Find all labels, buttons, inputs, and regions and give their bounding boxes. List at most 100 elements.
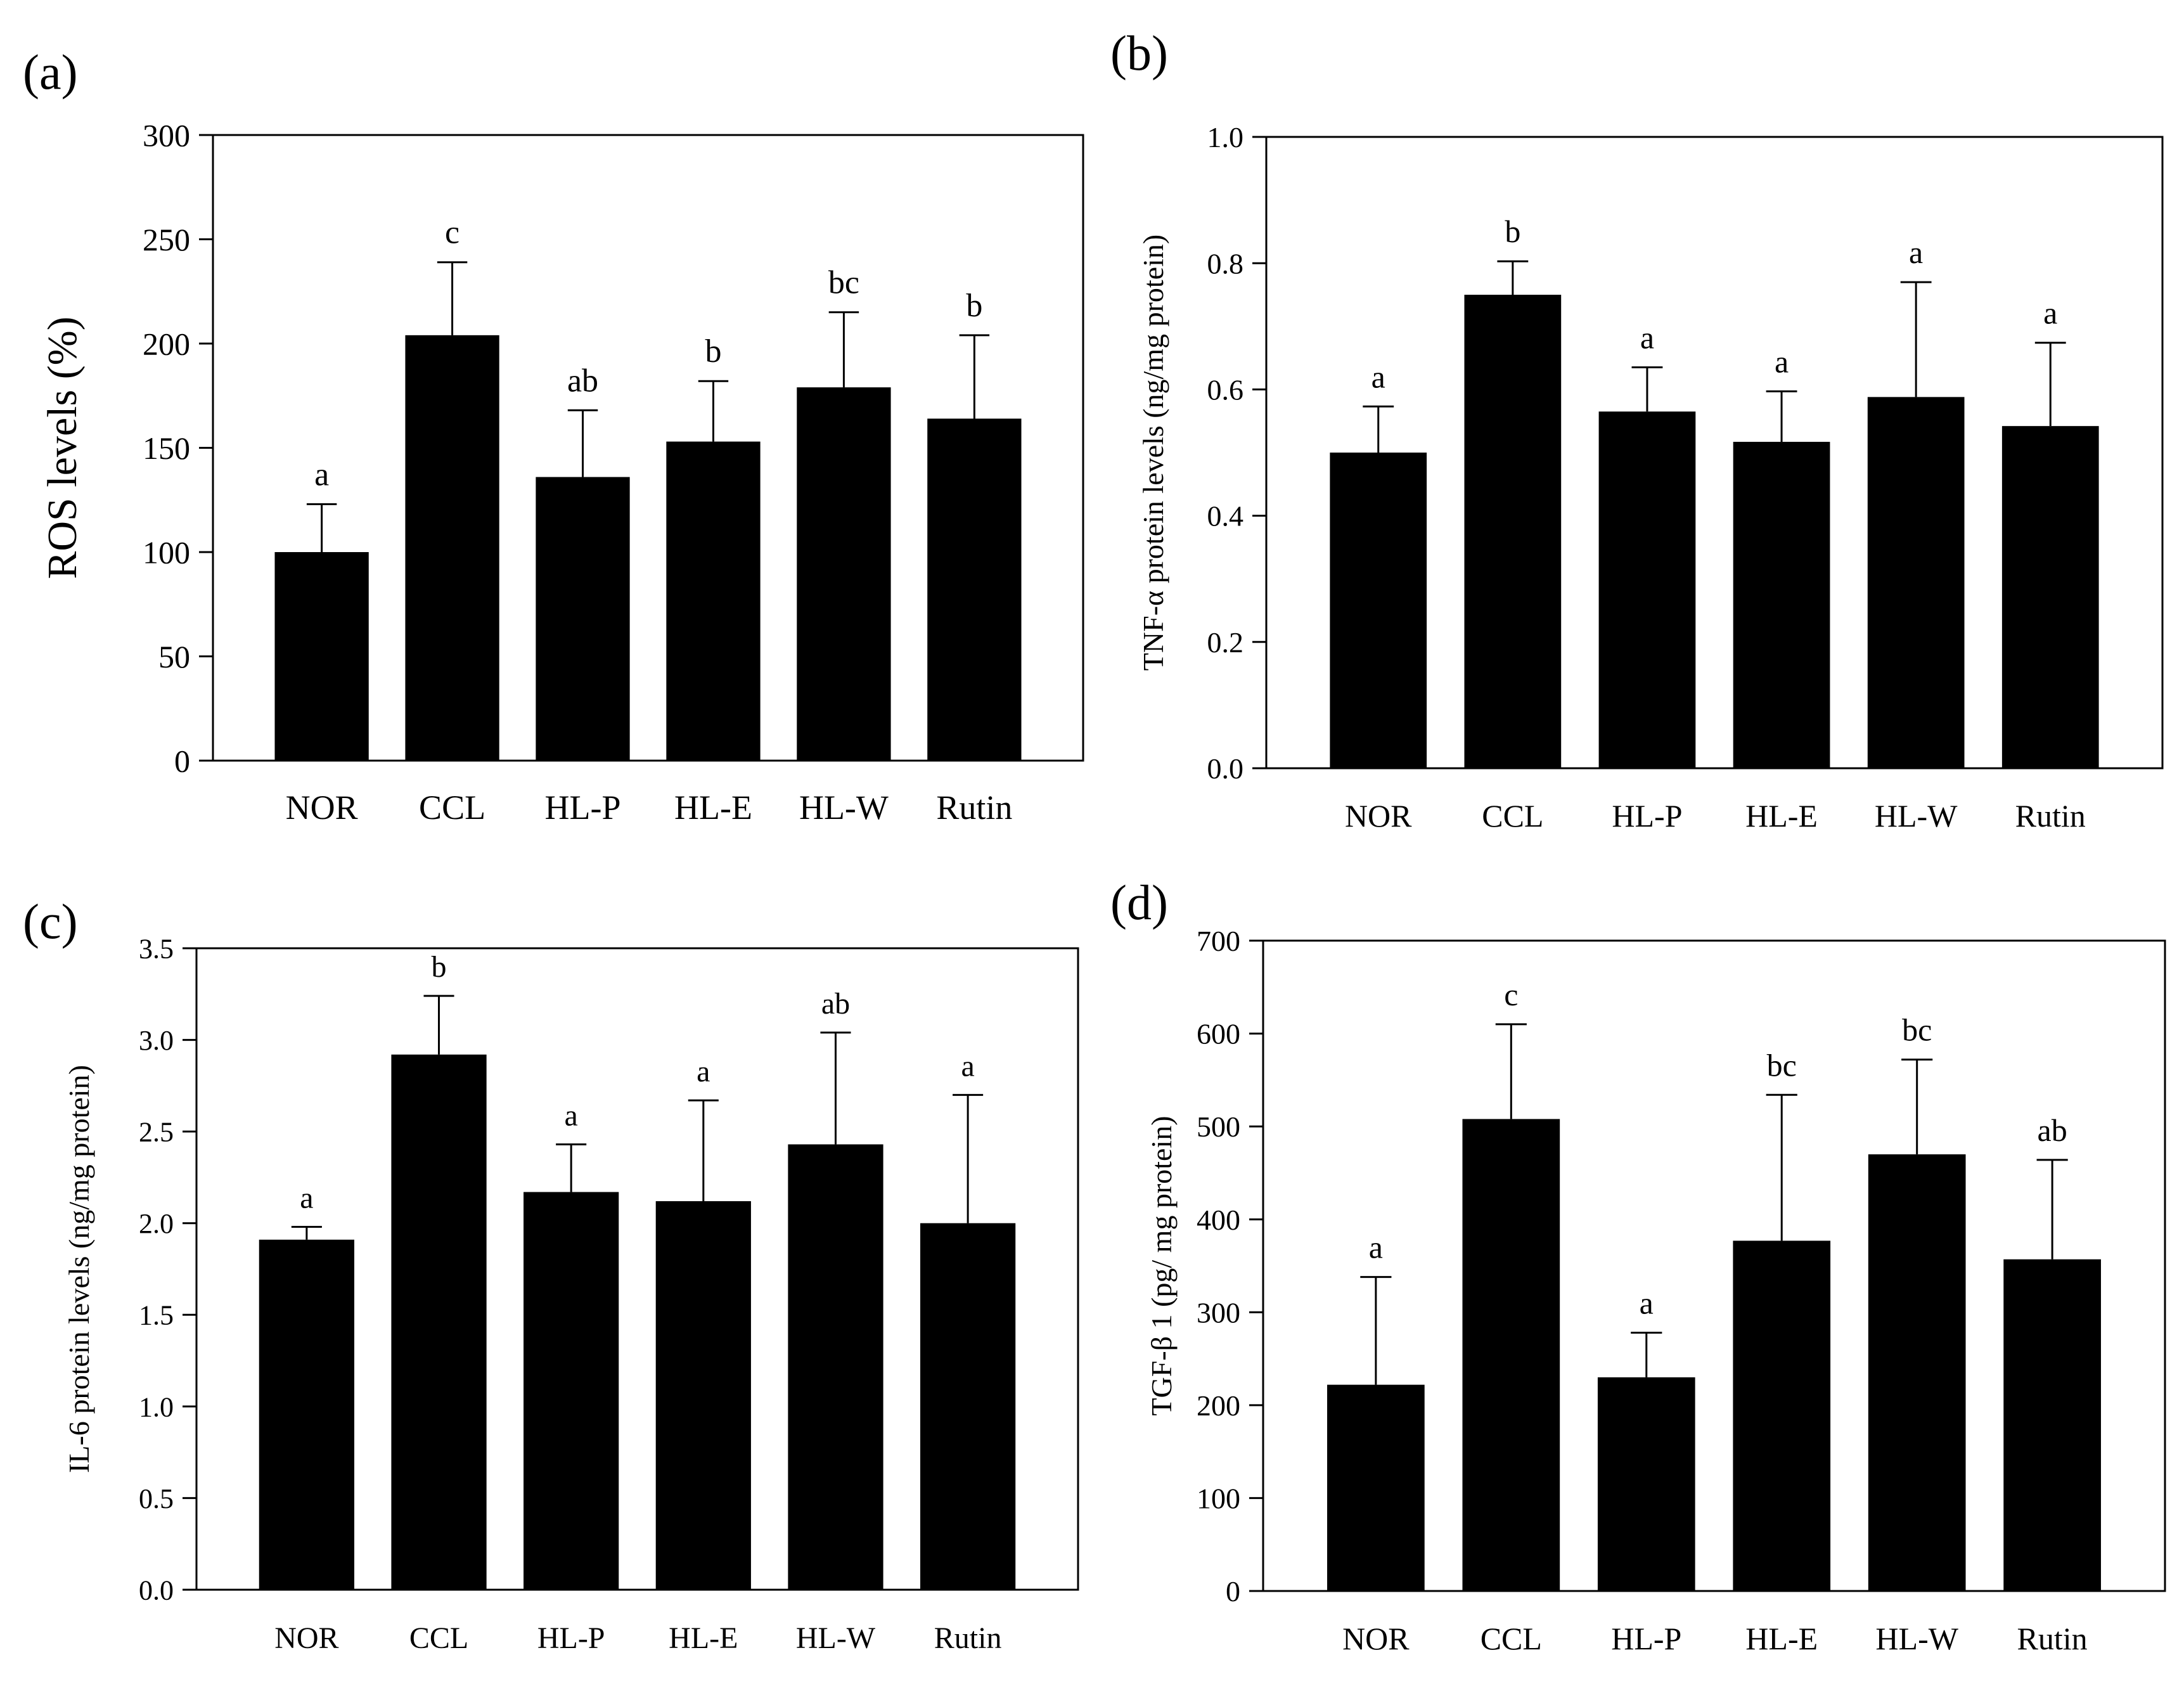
plot-frame bbox=[1265, 136, 2164, 770]
bar-hl-w bbox=[1867, 397, 1965, 768]
significance-letter: a bbox=[697, 1055, 710, 1088]
significance-letter: c bbox=[445, 215, 459, 251]
bar-hl-w bbox=[797, 387, 891, 761]
significance-letter: a bbox=[1909, 235, 1923, 270]
y-tick-label: 2.0 bbox=[139, 1208, 174, 1239]
chart-panel-3: (c) 0.0 0.5 1.0 1.5 2.0 2.5 3.0 3.5 IL-6 protein … bbox=[23, 894, 1079, 1655]
y-tick-label: 100 bbox=[1197, 1483, 1240, 1515]
chart-panel-2: (b) 0.0 0.2 0.4 0.6 0.8 1.0 TNF-α protein level… bbox=[1110, 25, 2164, 834]
y-tick-label: 0 bbox=[174, 744, 190, 779]
y-tick-label: 0.5 bbox=[139, 1483, 174, 1514]
x-tick-label: CCL bbox=[409, 1621, 468, 1655]
chart-panel-1: (a) 0 50 100 150 200 250 300 ROS levels (%) a NOR c… bbox=[23, 44, 1084, 827]
x-tick-label: NOR bbox=[274, 1621, 338, 1655]
bar-nor bbox=[274, 552, 369, 761]
panel-label: (c) bbox=[23, 894, 78, 949]
x-tick-label: HL-W bbox=[1875, 798, 1958, 834]
y-tick-label: 1.5 bbox=[139, 1300, 174, 1331]
y-tick-label: 300 bbox=[1197, 1296, 1240, 1329]
x-tick-label: HL-E bbox=[669, 1621, 738, 1655]
x-tick-label: HL-E bbox=[674, 789, 752, 827]
significance-letter: a bbox=[314, 456, 329, 493]
x-tick-label: CCL bbox=[1481, 1621, 1542, 1656]
y-tick-label: 700 bbox=[1197, 925, 1240, 957]
significance-letter: a bbox=[1640, 320, 1654, 356]
bar-nor bbox=[1327, 1384, 1425, 1591]
y-tick-label: 100 bbox=[143, 535, 190, 570]
y-tick-label: 200 bbox=[143, 326, 190, 362]
significance-letter: ab bbox=[567, 363, 598, 399]
significance-letter: a bbox=[1371, 359, 1385, 394]
bar-rutin bbox=[2003, 1259, 2101, 1591]
bar-hl-e bbox=[655, 1201, 751, 1590]
y-tick-label: 250 bbox=[143, 222, 190, 257]
x-tick-label: Rutin bbox=[936, 789, 1012, 827]
y-tick-label: 0.6 bbox=[1207, 374, 1244, 406]
bar-ccl bbox=[1464, 295, 1562, 768]
x-tick-label: Rutin bbox=[2017, 1621, 2088, 1656]
significance-letter: a bbox=[2043, 295, 2057, 331]
significance-letter: a bbox=[565, 1098, 578, 1132]
significance-letter: bc bbox=[1902, 1012, 1932, 1048]
y-tick-label: 200 bbox=[1197, 1389, 1240, 1422]
bar-hl-e bbox=[1733, 442, 1830, 768]
y-axis-label: TGF-β 1 (pg/ mg protein) bbox=[1145, 1116, 1178, 1415]
bar-ccl bbox=[1462, 1119, 1560, 1591]
bar-nor bbox=[1330, 453, 1427, 768]
x-tick-label: HL-W bbox=[1875, 1621, 1958, 1656]
bar-rutin bbox=[920, 1223, 1016, 1590]
y-tick-label: 50 bbox=[158, 639, 190, 674]
y-tick-label: 400 bbox=[1197, 1204, 1240, 1236]
panel-label: (b) bbox=[1110, 25, 1168, 81]
y-tick-label: 3.0 bbox=[139, 1025, 174, 1056]
y-tick-label: 0.8 bbox=[1207, 247, 1244, 280]
plot-frame bbox=[195, 947, 1079, 1591]
x-tick-label: NOR bbox=[1342, 1621, 1410, 1656]
significance-letter: a bbox=[1640, 1285, 1654, 1321]
x-tick-label: HL-P bbox=[537, 1621, 605, 1655]
bar-nor bbox=[259, 1239, 354, 1590]
bar-ccl bbox=[405, 335, 499, 761]
significance-letter: b bbox=[966, 288, 982, 324]
bar-hl-e bbox=[666, 441, 761, 761]
bar-hl-p bbox=[524, 1192, 619, 1590]
y-tick-label: 600 bbox=[1197, 1018, 1240, 1050]
bar-hl-e bbox=[1733, 1240, 1831, 1591]
significance-letter: a bbox=[961, 1049, 974, 1083]
x-tick-label: NOR bbox=[286, 789, 358, 827]
x-tick-label: HL-W bbox=[799, 789, 889, 827]
bar-rutin bbox=[927, 418, 1022, 761]
significance-letter: a bbox=[300, 1181, 313, 1214]
y-axis-label: TNF-α protein levels (ng/mg protein) bbox=[1137, 235, 1169, 671]
x-tick-label: NOR bbox=[1345, 798, 1412, 834]
y-tick-label: 0.0 bbox=[139, 1575, 174, 1606]
y-tick-label: 0.4 bbox=[1207, 500, 1244, 532]
significance-letter: c bbox=[1504, 977, 1518, 1012]
x-tick-label: HL-E bbox=[1745, 1621, 1818, 1656]
y-tick-label: 500 bbox=[1197, 1111, 1240, 1143]
significance-letter: bc bbox=[828, 265, 859, 301]
y-tick-label: 1.0 bbox=[139, 1391, 174, 1422]
x-tick-label: HL-W bbox=[796, 1621, 876, 1655]
x-tick-label: Rutin bbox=[934, 1621, 1002, 1655]
bar-hl-p bbox=[1597, 1377, 1695, 1591]
y-tick-label: 0.2 bbox=[1207, 626, 1244, 659]
y-tick-label: 0 bbox=[1226, 1575, 1240, 1607]
y-tick-label: 2.5 bbox=[139, 1117, 174, 1148]
bar-hl-p bbox=[536, 477, 630, 761]
x-tick-label: CCL bbox=[1482, 798, 1543, 834]
bar-ccl bbox=[391, 1054, 487, 1590]
bar-hl-w bbox=[788, 1144, 883, 1590]
x-tick-label: HL-E bbox=[1745, 798, 1818, 834]
bar-hl-p bbox=[1598, 411, 1696, 768]
y-tick-label: 150 bbox=[143, 430, 190, 466]
bar-hl-w bbox=[1868, 1154, 1966, 1591]
significance-letter: b bbox=[1505, 214, 1520, 249]
significance-letter: ab bbox=[821, 987, 850, 1021]
significance-letter: a bbox=[1369, 1230, 1383, 1265]
significance-letter: a bbox=[1775, 344, 1789, 379]
x-tick-label: Rutin bbox=[2015, 798, 2086, 834]
x-tick-label: HL-P bbox=[1612, 798, 1682, 834]
chart-panel-4: (d) 0 100 200 300 400 500 600 700 TGF-β 1 (pg/ mg… bbox=[1110, 875, 2166, 1656]
